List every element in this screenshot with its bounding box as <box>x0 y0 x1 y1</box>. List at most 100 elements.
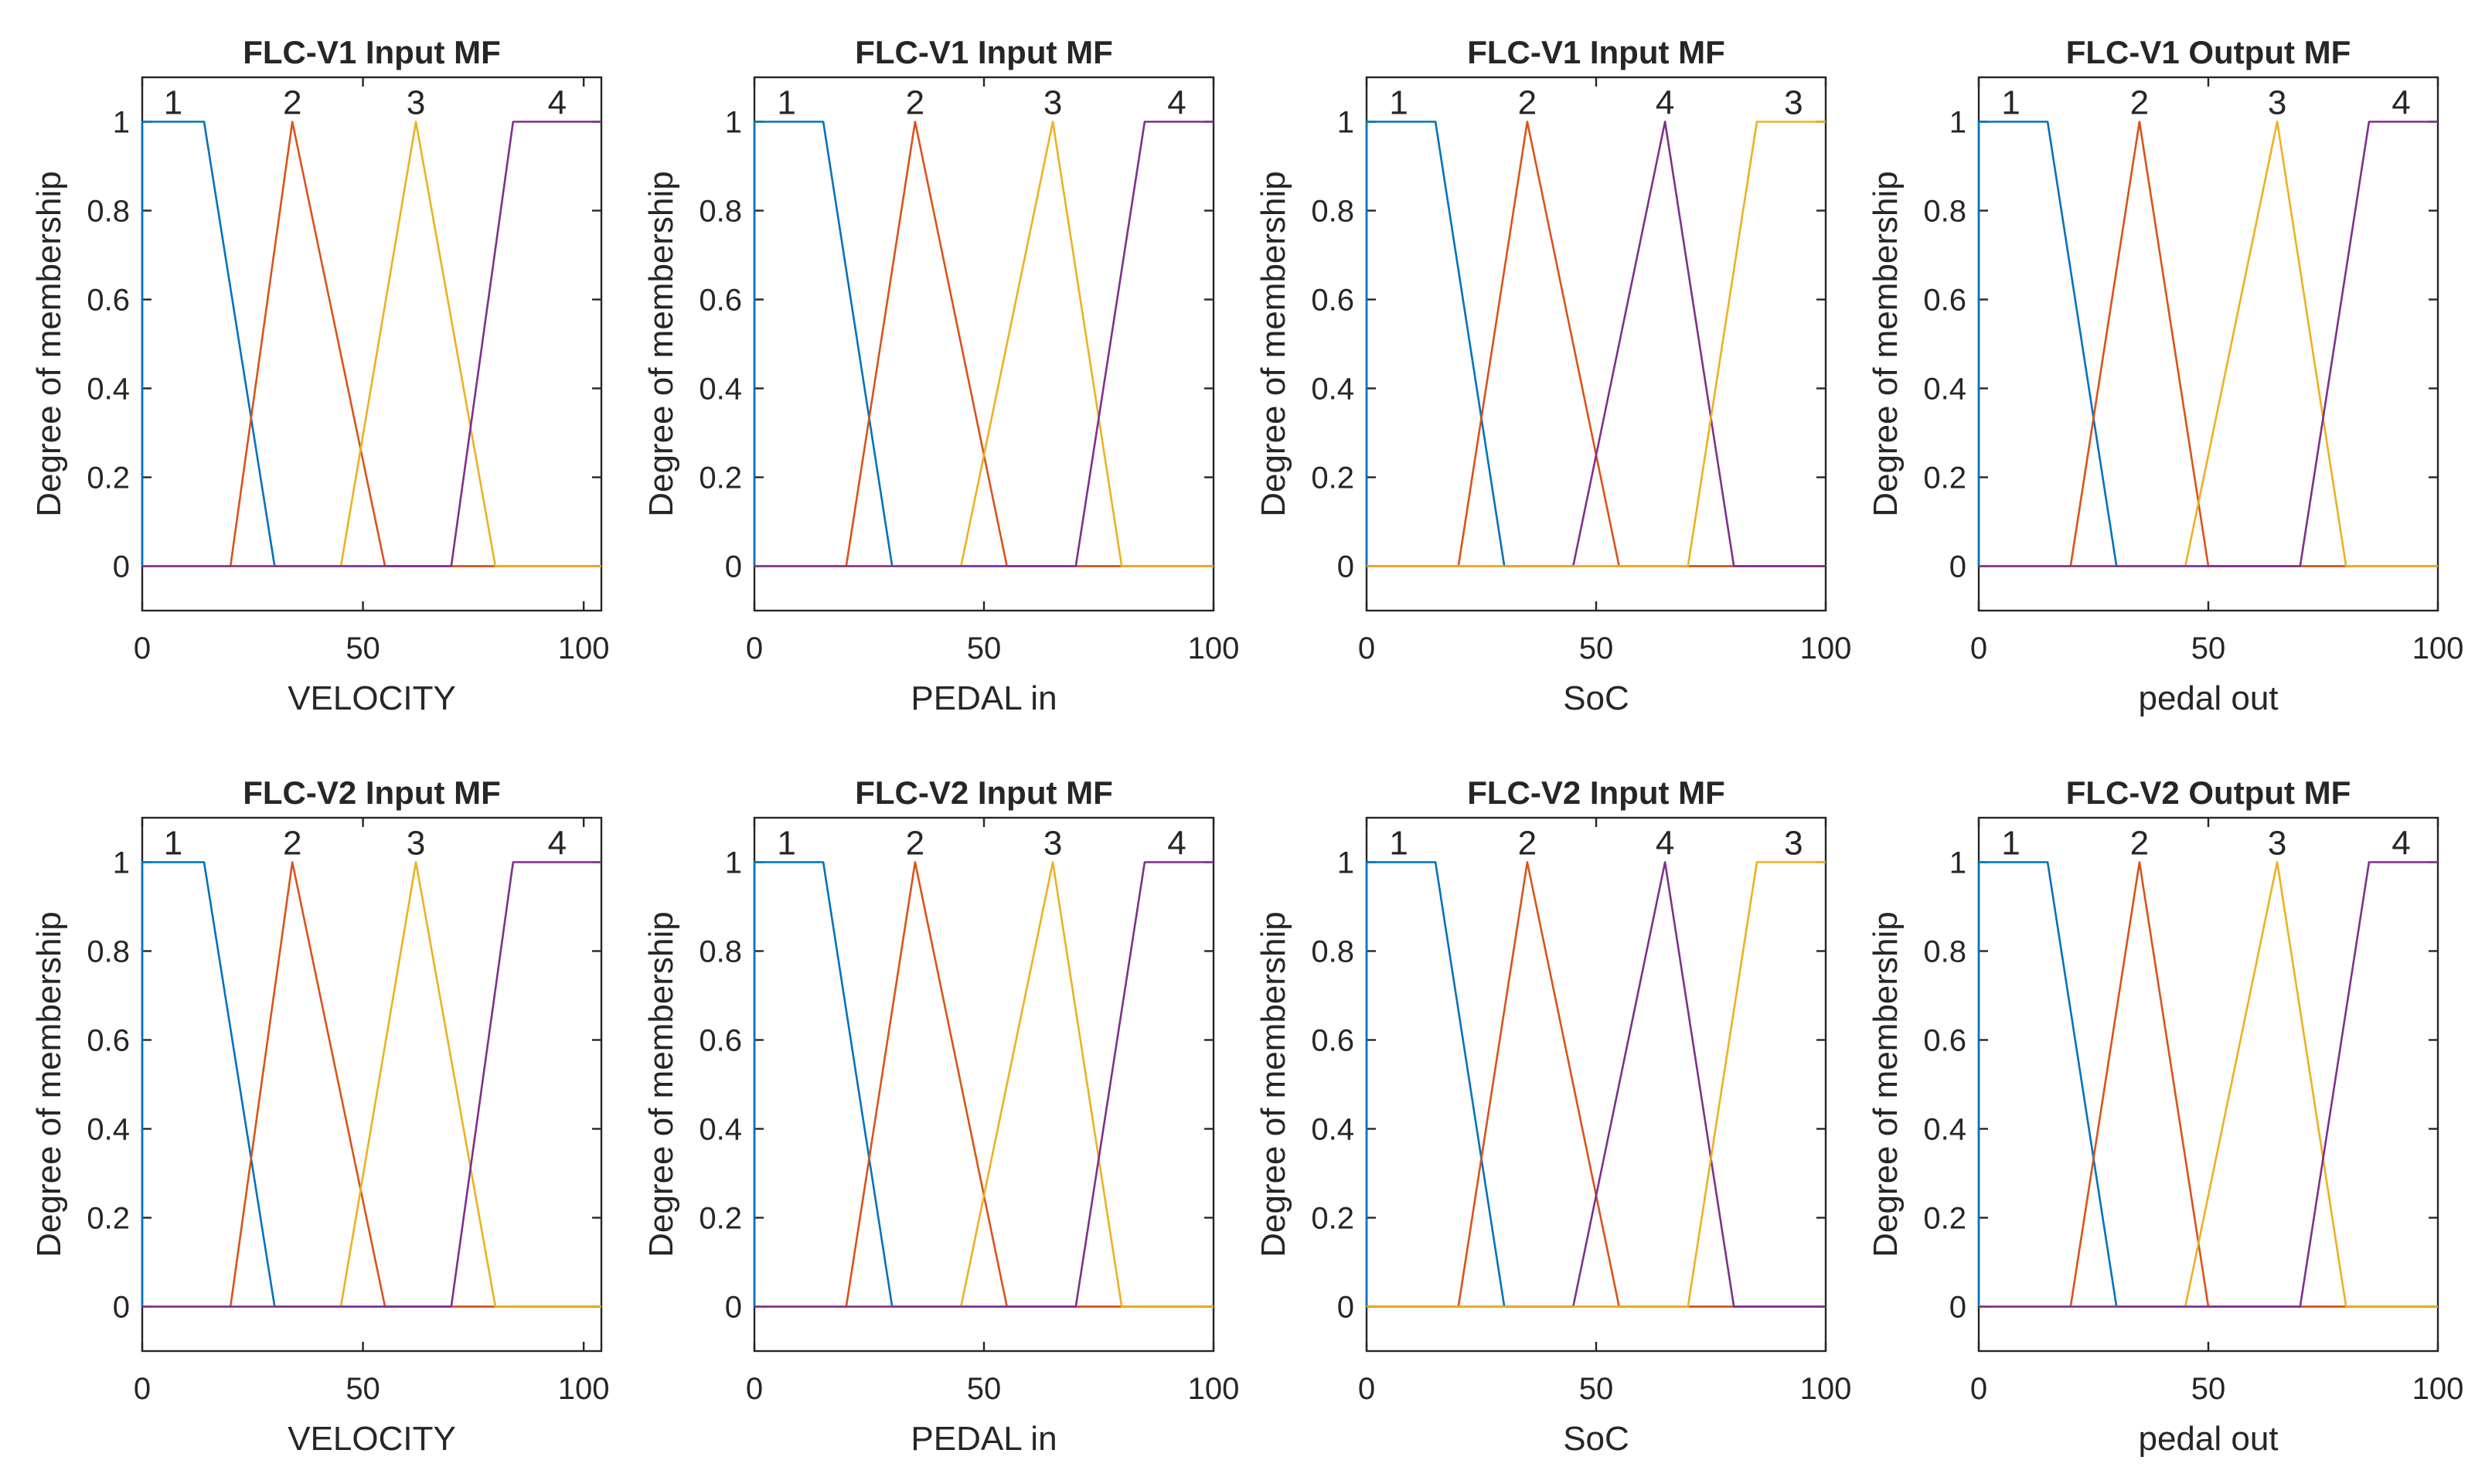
y-tick-label: 0.6 <box>699 284 742 318</box>
series-line-mf-4 <box>142 121 601 567</box>
y-axis-label: Degree of membership <box>642 911 680 1258</box>
mf-label: 1 <box>1389 84 1408 122</box>
series-line-mf-4 <box>142 861 601 1308</box>
y-tick-label: 0 <box>113 550 130 584</box>
y-tick-label: 0.2 <box>87 1202 130 1236</box>
mf-label: 4 <box>1656 825 1674 863</box>
mf-label: 2 <box>1518 84 1537 122</box>
x-tick-label: 0 <box>1358 1372 1375 1406</box>
x-tick-label: 50 <box>346 631 380 665</box>
y-tick-label: 0.4 <box>1311 1113 1354 1147</box>
mf-label: 4 <box>548 84 567 122</box>
mf-label: 4 <box>2392 84 2410 122</box>
x-tick-label: 0 <box>134 631 151 665</box>
y-tick-label: 1 <box>1949 106 1966 140</box>
mf-label: 2 <box>906 825 924 863</box>
y-tick-label: 0.6 <box>1923 1024 1966 1058</box>
series-line-mf-3 <box>1367 121 1826 567</box>
x-tick-label: 50 <box>2191 1372 2226 1406</box>
chart-title: FLC-V2 Input MF <box>243 774 501 811</box>
x-tick-label: 50 <box>967 1372 1002 1406</box>
y-tick-label: 0.2 <box>1311 461 1354 495</box>
mf-label: 4 <box>1656 84 1674 122</box>
mf-label: 2 <box>283 825 301 863</box>
y-tick-label: 0.6 <box>87 284 130 318</box>
x-axis-label: pedal out <box>2138 1420 2278 1458</box>
y-tick-label: 0.4 <box>87 1113 130 1147</box>
x-tick-label: 100 <box>1800 1372 1852 1406</box>
mf-label: 3 <box>1784 825 1803 863</box>
mf-label: 1 <box>2001 84 2020 122</box>
y-tick-label: 0.8 <box>1311 935 1354 969</box>
axes-box <box>141 76 603 612</box>
mf-label: 1 <box>164 84 182 122</box>
y-tick-label: 0 <box>725 550 742 584</box>
mf-label: 2 <box>2130 84 2149 122</box>
y-tick-label: 0.6 <box>1311 1024 1354 1058</box>
chart-title: FLC-V1 Output MF <box>2066 34 2351 70</box>
x-tick-label: 100 <box>1188 631 1240 665</box>
y-tick-label: 0.4 <box>699 1113 742 1147</box>
chart-title: FLC-V2 Output MF <box>2066 774 2351 811</box>
x-tick-label: 0 <box>746 1372 763 1406</box>
series-line-mf-4 <box>754 861 1214 1308</box>
x-tick-label: 100 <box>1188 1372 1240 1406</box>
x-tick-label: 0 <box>1970 1372 1987 1406</box>
y-tick-label: 0.8 <box>87 195 130 229</box>
x-tick-label: 50 <box>1579 1372 1614 1406</box>
y-tick-label: 0.8 <box>1923 935 1966 969</box>
x-tick-label: 50 <box>346 1372 380 1406</box>
x-tick-label: 0 <box>134 1372 151 1406</box>
y-tick-label: 1 <box>1337 846 1354 880</box>
subplot-7: FLC-V2 Input MF 0 50 100 0 0.2 0.4 0.6 0.8 1 SoC De… <box>1255 774 1851 1458</box>
x-tick-label: 100 <box>558 631 610 665</box>
y-tick-label: 0 <box>1949 1291 1966 1325</box>
x-tick-label: 0 <box>1970 631 1987 665</box>
subplot-1: FLC-V1 Input MF 0 50 100 0 0.2 0.4 0.6 0.8 1 VELOC… <box>30 34 610 717</box>
x-axis-label: SoC <box>1563 1420 1629 1458</box>
y-tick-label: 0.6 <box>1923 284 1966 318</box>
y-tick-label: 0.6 <box>87 1024 130 1058</box>
x-tick-label: 100 <box>558 1372 610 1406</box>
axes-box <box>1977 76 2439 612</box>
y-axis-label: Degree of membership <box>1867 171 1905 517</box>
mf-label: 3 <box>407 84 425 122</box>
mf-label: 2 <box>2130 825 2149 863</box>
mf-label: 4 <box>548 825 567 863</box>
y-axis-label: Degree of membership <box>642 171 680 517</box>
y-tick-label: 1 <box>1337 106 1354 140</box>
axes-box <box>1365 76 1827 612</box>
x-axis-label: VELOCITY <box>288 679 456 717</box>
mf-label: 4 <box>1167 84 1186 122</box>
mf-label: 2 <box>1518 825 1537 863</box>
mf-label: 1 <box>164 825 182 863</box>
x-tick-label: 0 <box>746 631 763 665</box>
mf-label: 2 <box>283 84 301 122</box>
mf-label: 1 <box>777 825 795 863</box>
x-axis-label: PEDAL in <box>911 679 1057 717</box>
chart-title: FLC-V2 Input MF <box>1467 774 1725 811</box>
series-line-mf-4 <box>754 121 1214 567</box>
series-line-mf-4 <box>1979 861 2438 1308</box>
y-tick-label: 1 <box>725 846 742 880</box>
y-tick-label: 0.8 <box>1311 195 1354 229</box>
mf-label: 3 <box>407 825 425 863</box>
mf-label: 3 <box>1784 84 1803 122</box>
x-tick-label: 100 <box>2412 1372 2464 1406</box>
x-tick-label: 50 <box>1579 631 1614 665</box>
mf-label: 3 <box>2268 825 2286 863</box>
y-tick-label: 1 <box>113 106 130 140</box>
x-tick-label: 0 <box>1358 631 1375 665</box>
y-axis-label: Degree of membership <box>30 171 68 517</box>
y-tick-label: 0 <box>725 1291 742 1325</box>
y-tick-label: 0.2 <box>699 1202 742 1236</box>
subplot-5: FLC-V2 Input MF 0 50 100 0 0.2 0.4 0.6 0.8 1 VELOC… <box>30 774 610 1458</box>
chart-title: FLC-V2 Input MF <box>855 774 1113 811</box>
x-axis-label: PEDAL in <box>911 1420 1057 1458</box>
subplot-8: FLC-V2 Output MF 0 50 100 0 0.2 0.4 0.6 0.8 1 peda… <box>1867 774 2463 1458</box>
y-tick-label: 0.2 <box>699 461 742 495</box>
y-tick-label: 0.8 <box>87 935 130 969</box>
mf-label: 1 <box>1389 825 1408 863</box>
y-tick-label: 0 <box>1949 550 1966 584</box>
chart-title: FLC-V1 Input MF <box>243 34 501 70</box>
